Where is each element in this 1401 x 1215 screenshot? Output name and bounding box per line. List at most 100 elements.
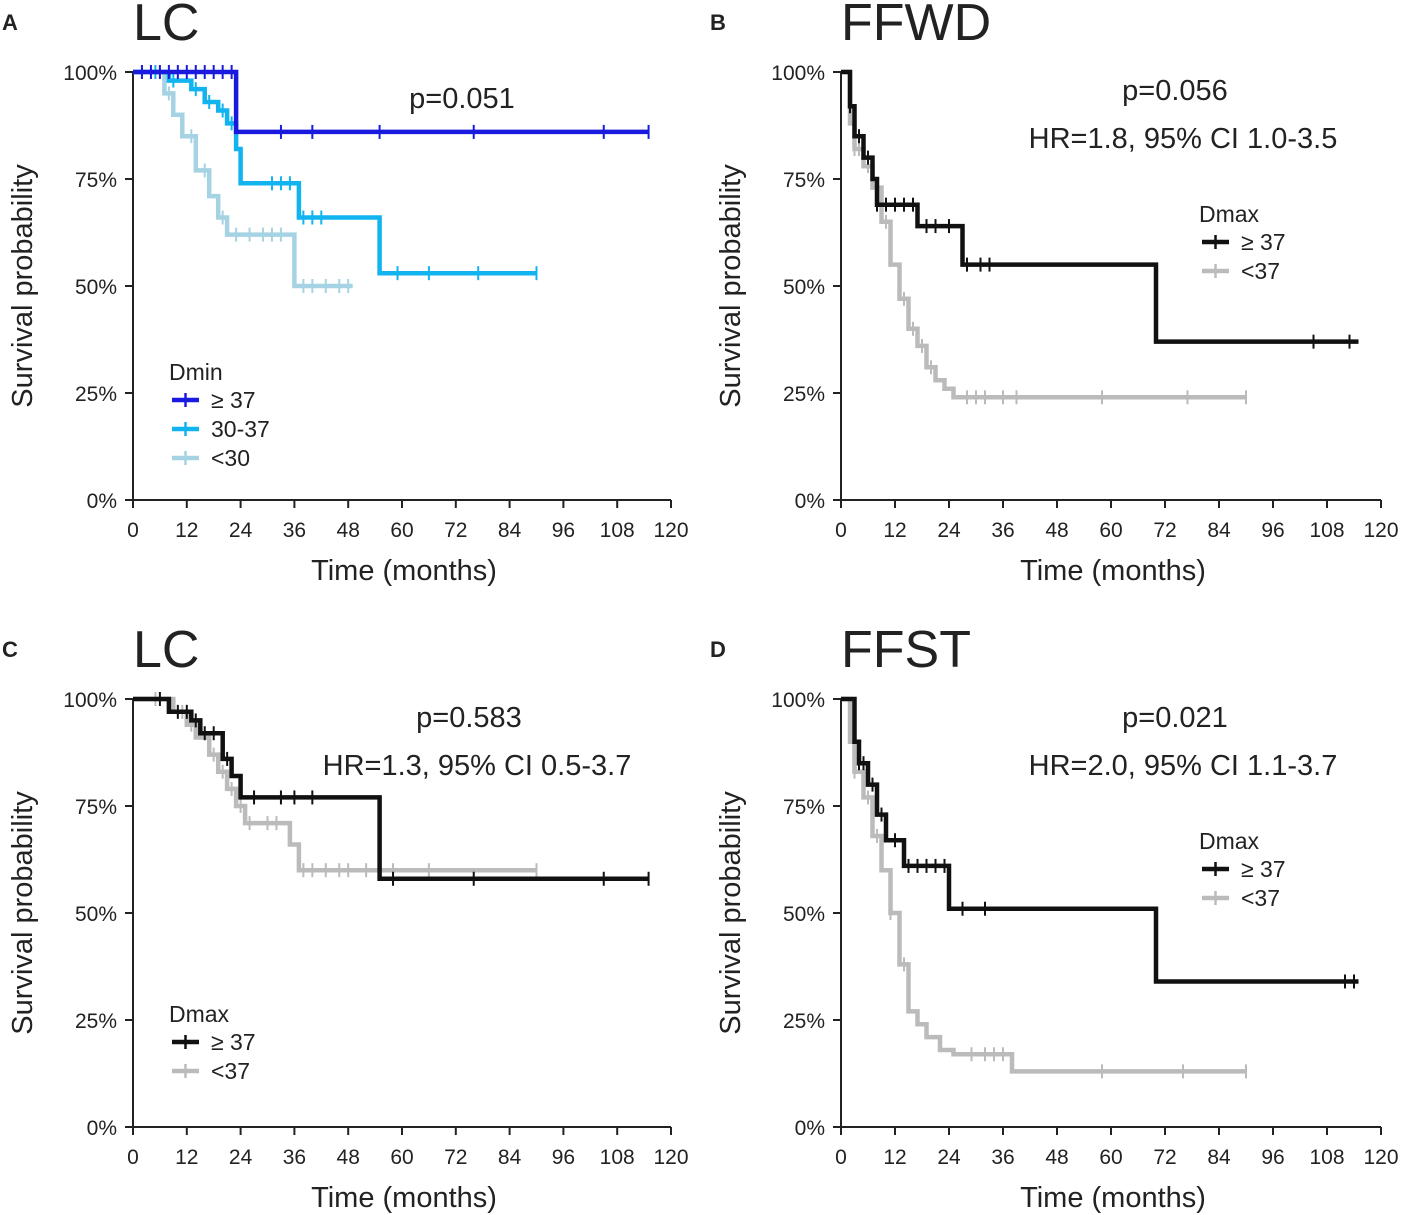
x-tick-label: 24	[937, 519, 961, 542]
x-tick-label: 108	[1309, 519, 1344, 542]
x-tick-label: 12	[883, 1146, 906, 1169]
panel-letter: C	[2, 637, 18, 662]
x-axis-title: Time (months)	[311, 555, 497, 587]
panel-letter: D	[710, 637, 726, 662]
y-tick-label: 100%	[63, 62, 117, 85]
x-tick-label: 72	[444, 519, 467, 542]
x-tick-label: 48	[337, 1146, 360, 1169]
km-curve-series-1	[133, 696, 649, 882]
x-tick-label: 120	[1363, 1146, 1398, 1169]
x-tick-label: 24	[937, 1146, 961, 1169]
y-axis-title: Survival probability	[7, 164, 39, 408]
x-tick-label: 120	[653, 1146, 688, 1169]
panel-title: LC	[133, 0, 199, 52]
y-tick-label: 25%	[75, 1010, 117, 1033]
y-tick-label: 0%	[87, 1117, 117, 1140]
x-tick-label: 12	[883, 519, 906, 542]
panel-title: FFWD	[841, 0, 991, 52]
x-axis-title: Time (months)	[311, 1182, 497, 1214]
y-axis-title: Survival probability	[7, 791, 39, 1035]
x-tick-label: 36	[283, 1146, 306, 1169]
y-tick-label: 50%	[75, 276, 117, 299]
panel-title: FFST	[841, 621, 971, 679]
x-tick-label: 60	[1099, 519, 1122, 542]
x-tick-label: 96	[552, 1146, 575, 1169]
p-value: p=0.583	[416, 702, 522, 734]
y-tick-label: 25%	[783, 1010, 825, 1033]
x-tick-label: 120	[653, 519, 688, 542]
x-tick-label: 108	[1309, 1146, 1344, 1169]
y-tick-label: 75%	[783, 796, 825, 819]
hazard-ratio: HR=1.8, 95% CI 1.0-3.5	[1029, 123, 1338, 155]
km-curve-series-2	[841, 696, 1246, 1074]
x-tick-label: 60	[390, 519, 413, 542]
x-tick-label: 0	[835, 1146, 847, 1169]
x-tick-label: 72	[444, 1146, 467, 1169]
y-tick-label: 75%	[783, 169, 825, 192]
y-tick-label: 0%	[795, 1117, 825, 1140]
panel-c: C LC 0 12 24 36 48 60 72 84 96 108 120 0% 25% 50% 75% 100…	[2, 621, 689, 1214]
x-tick-label: 60	[1099, 1146, 1122, 1169]
legend-title: Dmax	[1199, 201, 1260, 227]
x-tick-label: 108	[600, 519, 635, 542]
x-tick-label: 84	[1207, 519, 1231, 542]
y-tick-label: 100%	[771, 689, 825, 712]
x-tick-label: 0	[127, 1146, 139, 1169]
x-tick-label: 84	[498, 519, 522, 542]
x-tick-label: 36	[283, 519, 306, 542]
y-tick-label: 25%	[783, 383, 825, 406]
legend-label: 30-37	[211, 416, 270, 442]
x-tick-label: 96	[1261, 1146, 1284, 1169]
legend-title: Dmax	[169, 1001, 230, 1027]
y-tick-label: 100%	[63, 689, 117, 712]
legend-label: <37	[1241, 258, 1280, 284]
y-tick-label: 0%	[87, 490, 117, 513]
x-tick-label: 0	[835, 519, 847, 542]
x-axis-title: Time (months)	[1020, 555, 1206, 587]
panel-d: D FFST 0 12 24 36 48 60 72 84 96 108 120 0% 25% 50% 75% 1…	[710, 621, 1399, 1214]
y-tick-label: 100%	[771, 62, 825, 85]
x-tick-label: 48	[1045, 1146, 1068, 1169]
x-tick-label: 84	[1207, 1146, 1231, 1169]
x-tick-label: 60	[390, 1146, 413, 1169]
hazard-ratio: HR=1.3, 95% CI 0.5-3.7	[323, 750, 632, 782]
y-axis-title: Survival probability	[715, 164, 747, 408]
km-curve-series-1	[841, 696, 1359, 984]
legend-label: ≥ 37	[211, 1029, 256, 1055]
x-tick-label: 72	[1153, 1146, 1176, 1169]
legend-label: <30	[211, 445, 250, 471]
x-tick-label: 12	[175, 1146, 198, 1169]
legend-label: ≥ 37	[211, 387, 256, 413]
x-tick-label: 72	[1153, 519, 1176, 542]
x-tick-label: 0	[127, 519, 139, 542]
km-curve-series-2	[133, 69, 537, 276]
p-value: p=0.056	[1122, 75, 1228, 107]
km-curve-series-1	[133, 69, 649, 135]
x-tick-label: 120	[1363, 519, 1398, 542]
panel-title: LC	[133, 621, 199, 679]
legend-label: <37	[211, 1058, 250, 1084]
panel-letter: B	[710, 10, 726, 35]
x-tick-label: 24	[229, 1146, 253, 1169]
p-value: p=0.021	[1122, 702, 1228, 734]
y-tick-label: 0%	[795, 490, 825, 513]
km-curve-series-1	[841, 69, 1359, 344]
x-tick-label: 36	[991, 1146, 1014, 1169]
p-value: p=0.051	[409, 83, 515, 115]
legend-label: <37	[1241, 885, 1280, 911]
y-tick-label: 50%	[783, 276, 825, 299]
legend-label: ≥ 37	[1241, 856, 1286, 882]
y-tick-label: 25%	[75, 383, 117, 406]
x-tick-label: 96	[1261, 519, 1284, 542]
x-tick-label: 84	[498, 1146, 522, 1169]
km-curve-series-2	[841, 69, 1246, 400]
panel-a: A LC 0 12 24 36 48 60 72 84 96 108 120 0% 25% 50% 75% 100…	[2, 0, 689, 587]
x-tick-label: 12	[175, 519, 198, 542]
x-tick-label: 48	[1045, 519, 1068, 542]
y-tick-label: 75%	[75, 796, 117, 819]
panel-b: B FFWD 0 12 24 36 48 60 72 84 96 108 120 0% 25% 50% 75% 1…	[710, 0, 1399, 587]
panel-letter: A	[2, 10, 18, 35]
y-tick-label: 50%	[75, 903, 117, 926]
y-tick-label: 50%	[783, 903, 825, 926]
